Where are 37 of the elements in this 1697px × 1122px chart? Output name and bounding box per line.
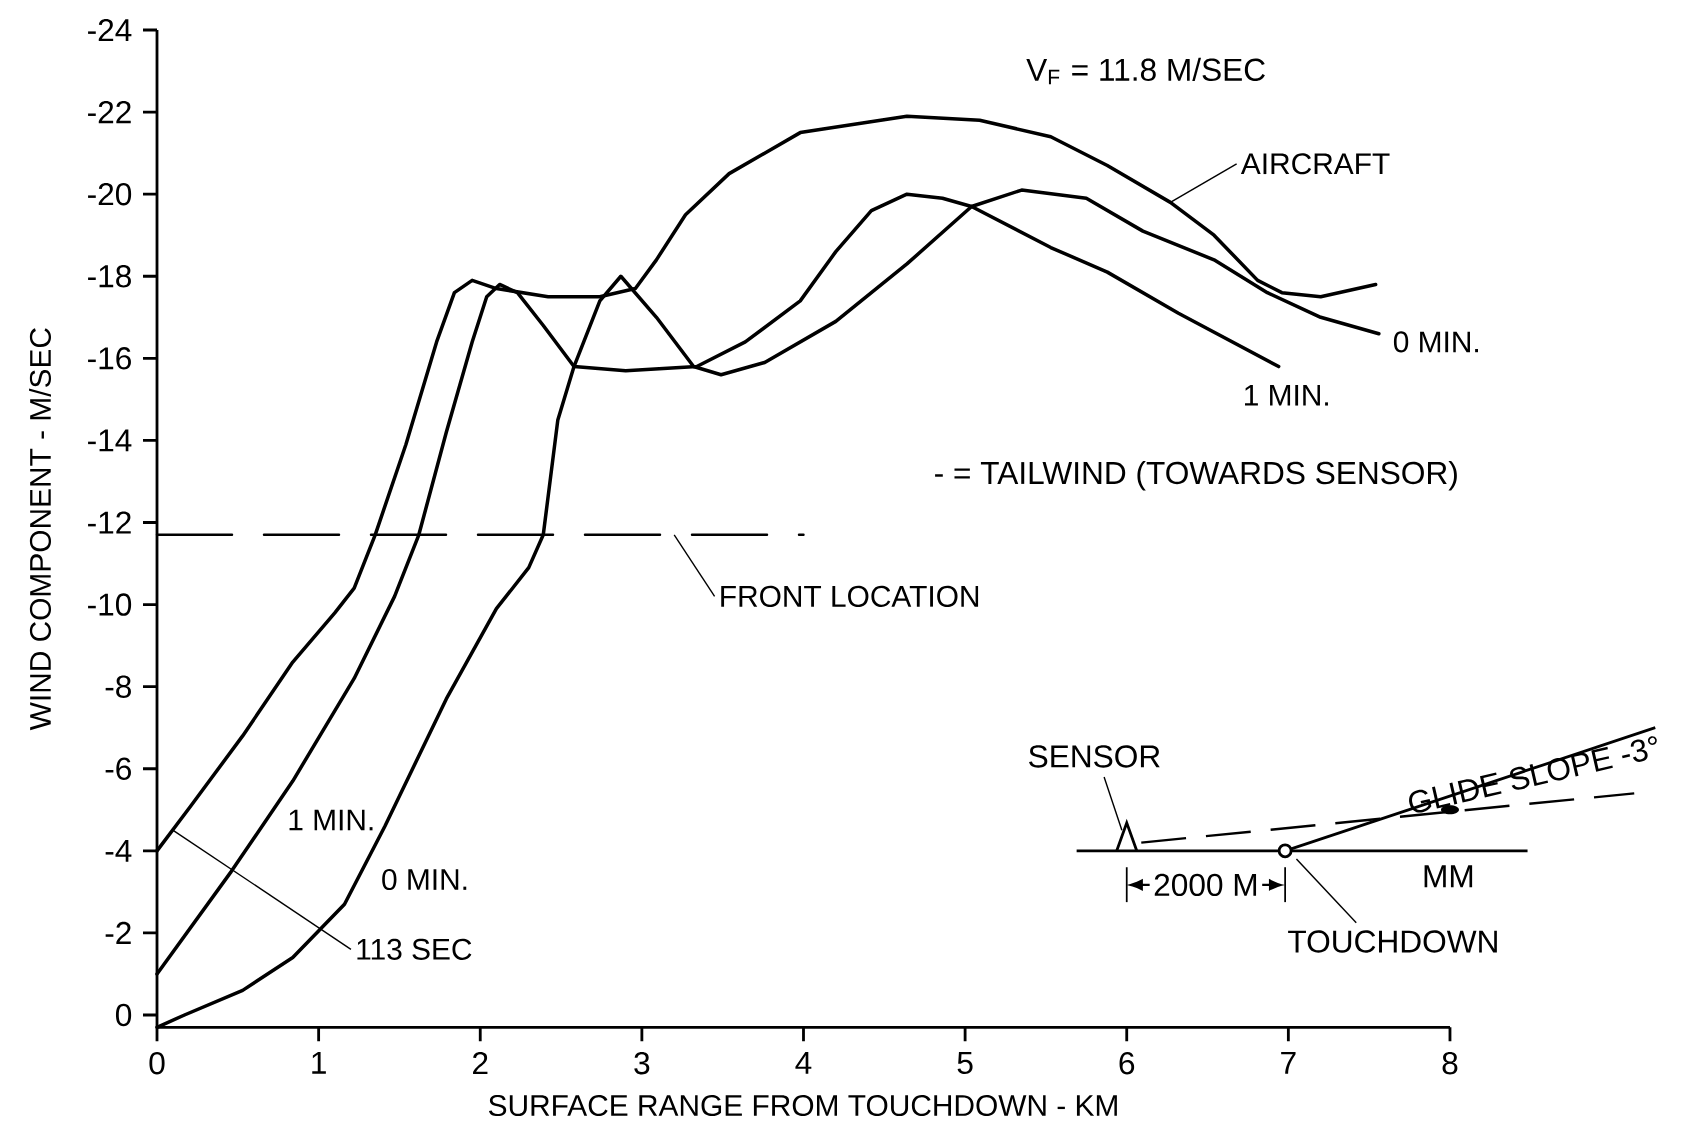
x-tick-label: 5 [957,1051,973,1075]
annotation: - = TAILWIND (TOWARDS SENSOR) [935,460,1457,491]
x-tick-label: 7 [1281,1051,1296,1074]
x-tick-label: 0 [149,1051,165,1075]
y-axis-title: WIND COMPONENT - M/SEC [29,328,51,731]
y-tick-label: -4 [105,839,132,862]
x-tick-label: 4 [795,1051,812,1074]
x-tick-label: 2 [473,1051,488,1075]
y-tick-label: -24 [88,18,132,42]
y-tick-label: -8 [105,675,131,698]
x-tick-label: 3 [634,1051,650,1075]
x-tick-label: 8 [1442,1051,1458,1075]
annotation: TOUCHDOWN [1288,930,1497,953]
annotation: 1 MIN. [289,809,373,831]
annotation: V$_{F}$ = 11.8 M/SEC [1026,57,1265,85]
y-tick-label: -18 [88,265,131,288]
annotation: 113 SEC [357,938,472,960]
x-axis-title: SURFACE RANGE FROM TOUCHDOWN - KM [488,1095,1117,1117]
y-tick-label: -14 [88,429,132,452]
y-tick-label: -10 [88,593,132,616]
x-tick-label: 1 [312,1051,326,1074]
y-tick-label: -6 [105,757,131,780]
y-tick-label: -22 [88,101,131,124]
annotation: 2000 M [1154,873,1257,897]
annotation: MM [1424,865,1473,888]
annotation: FRONT LOCATION [721,585,979,607]
annotation: SENSOR [1029,745,1160,768]
y-tick-label: -12 [88,511,131,534]
annotation: 0 MIN. [1393,331,1478,353]
annotation: 1 MIN. [1245,384,1328,406]
y-tick-label: -2 [105,921,131,944]
annotation: 0 MIN. [382,869,467,891]
y-tick-label: -16 [88,347,131,370]
y-tick-label: -20 [88,182,132,206]
annotation: AIRCRAFT [1240,153,1390,175]
y-tick-label: 0 [115,1003,132,1027]
x-tick-label: 6 [1119,1051,1135,1075]
